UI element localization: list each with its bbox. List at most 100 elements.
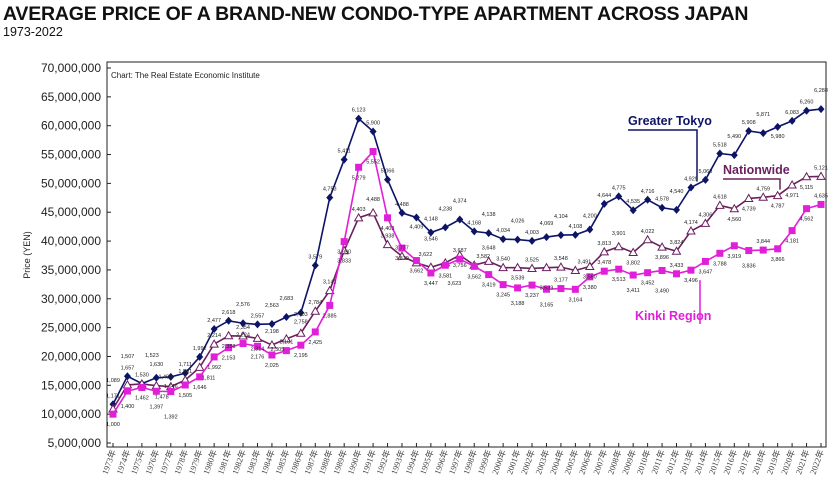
data-point (716, 249, 724, 257)
data-label: 6,260 (800, 100, 814, 106)
data-label: 1,493 (158, 375, 172, 381)
data-label: 3,756 (453, 263, 467, 269)
data-point (557, 231, 565, 240)
data-label: 4,034 (496, 228, 510, 234)
y-tick-label: 55,000,000 (41, 148, 101, 162)
data-point (239, 340, 247, 348)
data-label: 3,419 (482, 283, 496, 289)
data-label: 4,403 (381, 226, 395, 232)
data-label: 1,711 (179, 362, 192, 368)
data-label: 3,582 (476, 254, 490, 260)
data-label: 2,153 (222, 356, 236, 362)
data-point (239, 319, 247, 328)
data-label: 3,164 (568, 297, 582, 303)
data-label: 3,802 (626, 261, 640, 267)
series-kinki-region (109, 148, 825, 418)
data-label: 4,560 (727, 217, 741, 223)
data-label: 2,305 (271, 347, 285, 353)
chart-source: Chart: The Real Estate Economic Institut… (111, 71, 260, 80)
data-label: 2,198 (265, 329, 279, 335)
data-label: 2,784 (308, 300, 322, 306)
data-point (470, 227, 478, 236)
data-label: 4,409 (410, 224, 424, 230)
data-point (196, 373, 204, 381)
data-point (586, 225, 594, 234)
chart-title: AVERAGE PRICE OF A BRAND-NEW CONDO-TYPE … (3, 3, 749, 25)
data-point (803, 205, 811, 213)
data-point (686, 226, 696, 235)
data-label: 3,539 (511, 276, 525, 282)
data-point (369, 148, 377, 156)
data-label: 5,060 (699, 169, 713, 175)
data-label: 4,635 (814, 193, 828, 199)
data-label: 4,174 (684, 220, 698, 226)
data-point (311, 328, 319, 336)
data-label: 1,089 (106, 378, 120, 384)
data-point (730, 151, 738, 160)
series-label: Kinki Region (635, 309, 711, 323)
callout-line (723, 178, 781, 190)
y-tick-label: 50,000,000 (41, 176, 101, 190)
data-label: 4,562 (800, 217, 814, 223)
data-point (586, 273, 594, 281)
data-point (701, 257, 709, 265)
data-label: 2,758 (294, 320, 308, 326)
data-point (657, 242, 667, 251)
data-point (167, 372, 175, 381)
y-tick-label: 20,000,000 (41, 349, 101, 363)
data-point (759, 246, 767, 254)
data-point (324, 285, 335, 295)
data-point (498, 262, 508, 272)
data-point (181, 369, 189, 378)
data-label: 3,562 (467, 274, 481, 280)
data-point (384, 175, 392, 184)
data-label: 3,737 (395, 245, 409, 251)
data-point (584, 261, 595, 270)
data-label: 4,069 (540, 221, 554, 227)
data-label: 3,447 (424, 281, 438, 287)
data-label: 3,411 (626, 288, 639, 294)
data-label: 3,177 (554, 278, 568, 284)
data-label: 3,788 (713, 261, 727, 267)
data-label: 4,168 (467, 220, 481, 226)
data-point (427, 269, 435, 277)
data-point (615, 265, 623, 273)
data-label: 4,003 (525, 230, 539, 236)
data-label: 4,644 (597, 193, 611, 199)
data-point (295, 328, 306, 337)
data-point (673, 205, 681, 214)
data-label: 1,992 (207, 365, 221, 371)
data-label: 4,200 (583, 214, 597, 220)
data-label: 2,885 (323, 313, 337, 319)
data-point (181, 381, 189, 389)
data-label: 3,990 (337, 250, 351, 256)
data-point (441, 223, 449, 232)
data-label: 4,488 (366, 197, 380, 203)
data-point (571, 285, 579, 293)
data-point (644, 195, 652, 204)
data-point (397, 251, 407, 260)
data-point (253, 342, 261, 350)
data-point (803, 106, 811, 115)
data-point (427, 228, 435, 237)
data-label: 2,683 (280, 296, 294, 302)
data-point (644, 269, 652, 277)
data-label: 3,938 (381, 234, 395, 240)
data-point (527, 263, 537, 272)
callout-line (628, 129, 698, 182)
series-nationwide (108, 171, 826, 413)
data-point (570, 265, 581, 274)
data-label: 1,591 (178, 369, 192, 375)
data-point (252, 333, 263, 342)
data-point (483, 256, 494, 265)
data-point (225, 344, 233, 352)
y-tick-label: 5,000,000 (48, 436, 102, 450)
data-point (599, 246, 610, 256)
y-tick-label: 45,000,000 (41, 205, 101, 219)
data-point (311, 261, 319, 270)
data-label: 3,513 (612, 277, 626, 283)
data-point (514, 235, 522, 244)
data-point (817, 200, 825, 208)
data-label: 3,433 (670, 263, 684, 269)
data-label: 3,813 (597, 241, 611, 247)
